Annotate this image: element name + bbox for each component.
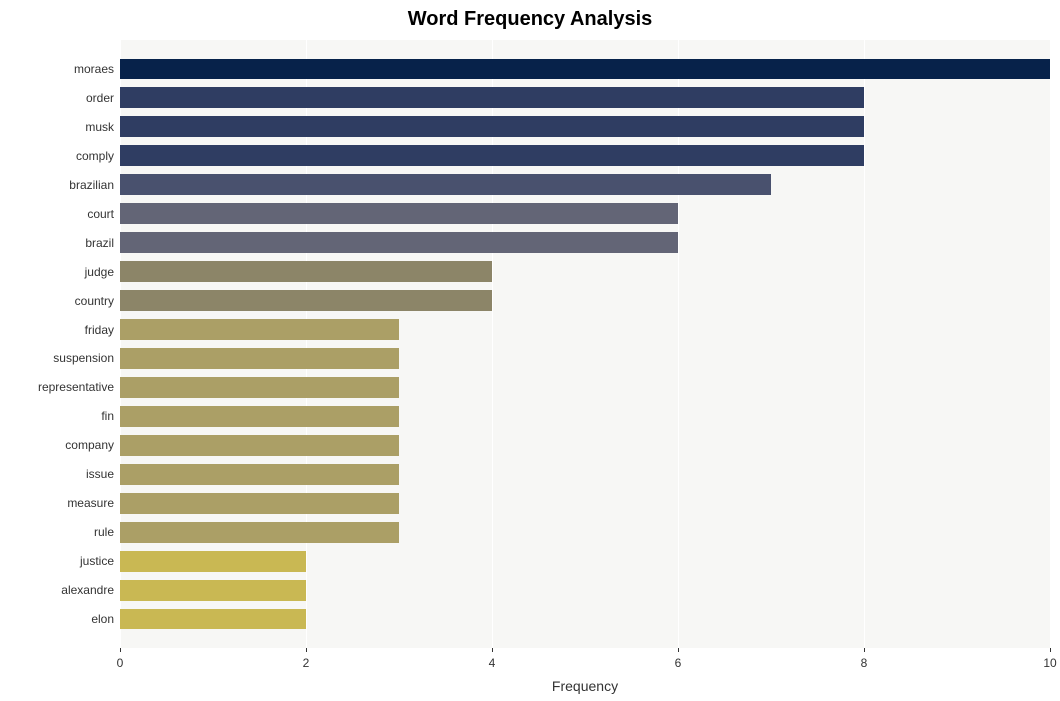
y-category-label: brazilian <box>69 179 114 191</box>
bar <box>120 435 399 456</box>
y-category-label: moraes <box>74 63 114 75</box>
bar <box>120 522 399 543</box>
y-category-label: comply <box>76 150 114 162</box>
y-category-label: musk <box>85 121 114 133</box>
bar <box>120 464 399 485</box>
x-tick-label: 0 <box>117 656 124 670</box>
bar <box>120 319 399 340</box>
y-category-label: judge <box>85 266 114 278</box>
chart-title: Word Frequency Analysis <box>0 8 1060 31</box>
bar <box>120 261 492 282</box>
x-tick-mark <box>120 648 121 652</box>
word-frequency-chart: Word Frequency Analysis Frequency 0 2 4 6 8 1… <box>0 0 1060 701</box>
x-tick-label: 2 <box>303 656 310 670</box>
x-tick-mark <box>492 648 493 652</box>
bar <box>120 203 678 224</box>
grid-line <box>864 40 865 648</box>
x-tick-label: 10 <box>1043 656 1056 670</box>
y-category-label: country <box>75 295 114 307</box>
bar <box>120 87 864 108</box>
y-category-label: alexandre <box>61 584 114 596</box>
x-axis-label: Frequency <box>552 678 618 694</box>
x-tick-mark <box>1050 648 1051 652</box>
grid-line <box>1050 40 1051 648</box>
x-tick-mark <box>864 648 865 652</box>
y-category-label: brazil <box>85 237 114 249</box>
bar <box>120 551 306 572</box>
y-category-label: elon <box>91 613 114 625</box>
y-category-label: justice <box>80 555 114 567</box>
y-category-label: issue <box>86 468 114 480</box>
bar <box>120 377 399 398</box>
bar <box>120 406 399 427</box>
y-category-label: order <box>86 92 114 104</box>
y-category-label: representative <box>38 381 114 393</box>
y-category-label: measure <box>67 497 114 509</box>
bar <box>120 609 306 630</box>
x-tick-mark <box>678 648 679 652</box>
bar <box>120 116 864 137</box>
y-category-label: friday <box>85 324 114 336</box>
bar <box>120 290 492 311</box>
x-tick-label: 4 <box>489 656 496 670</box>
bar <box>120 232 678 253</box>
plot-area <box>120 40 1050 648</box>
bar <box>120 59 1050 80</box>
x-tick-label: 8 <box>861 656 868 670</box>
x-tick-mark <box>306 648 307 652</box>
bar <box>120 493 399 514</box>
x-tick-label: 6 <box>675 656 682 670</box>
y-category-label: court <box>87 208 114 220</box>
bar <box>120 174 771 195</box>
y-category-label: fin <box>101 410 114 422</box>
bar <box>120 580 306 601</box>
bar <box>120 145 864 166</box>
y-category-label: suspension <box>53 352 114 364</box>
y-category-label: company <box>65 439 114 451</box>
y-category-label: rule <box>94 526 114 538</box>
bar <box>120 348 399 369</box>
